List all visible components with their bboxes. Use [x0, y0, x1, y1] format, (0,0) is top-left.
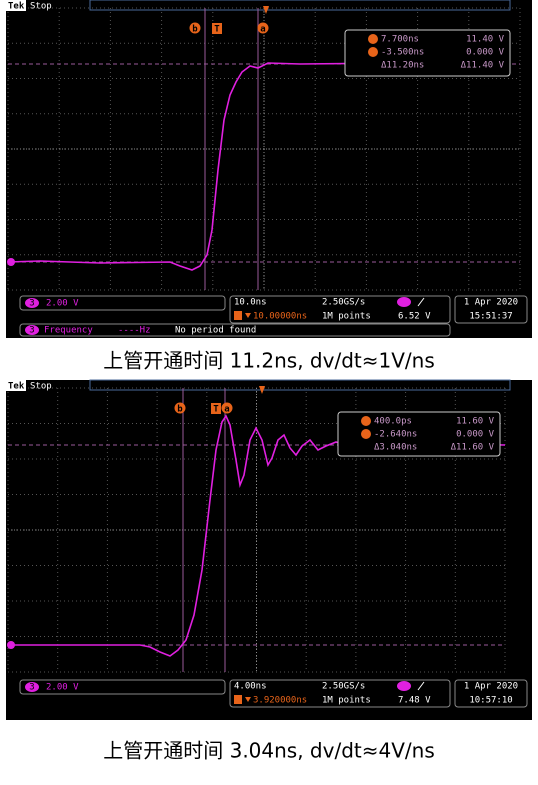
- ref-marker: [7, 258, 15, 266]
- delay-arrow: [245, 697, 251, 702]
- time: 15:51:37: [469, 312, 512, 322]
- marker-label: T: [214, 25, 220, 35]
- brand: Tek: [8, 382, 25, 392]
- readout-volt: 0.000 V: [456, 430, 495, 440]
- marker-badge: [221, 402, 233, 414]
- channel: 3: [29, 683, 34, 693]
- trigger-arrow: [259, 386, 265, 394]
- measurement-box: [19, 323, 451, 337]
- delay: 10.00000ns: [253, 312, 307, 322]
- measurement-status: No period found: [175, 326, 256, 336]
- cursor-badge: [368, 47, 378, 57]
- marker-label: T: [213, 405, 219, 415]
- delay-arrow: [245, 313, 251, 318]
- readout-volt: 0.000 V: [466, 48, 505, 58]
- readout-volt: 11.60 V: [456, 417, 495, 427]
- timebase: 10.0ns: [234, 298, 267, 308]
- readout-time: -3.500ns: [381, 48, 424, 58]
- marker-label: a: [260, 25, 265, 35]
- readout-volt: Δ11.60 V: [451, 443, 495, 453]
- measurement-channel: 3: [29, 326, 34, 336]
- waveform: [8, 414, 506, 657]
- brand: Tek: [8, 2, 25, 12]
- caption: 上管开通时间 3.04ns, dv/dt≈4V/ns: [103, 739, 435, 763]
- record: 1M points: [322, 312, 371, 322]
- scale: 2.00 V: [46, 683, 79, 693]
- status: Stop: [30, 2, 52, 12]
- scale: 2.00 V: [46, 299, 79, 309]
- readout-volt: 11.40 V: [466, 35, 505, 45]
- timebase-box: [229, 295, 451, 324]
- marker-badge: [189, 22, 201, 34]
- measurement-value: ----Hz: [118, 326, 151, 336]
- trigger-badge: [397, 681, 411, 691]
- channel: 3: [29, 299, 34, 309]
- marker-badge: [174, 402, 186, 414]
- sample-rate: 2.50GS/s: [322, 682, 365, 692]
- channel-badge: [25, 682, 39, 692]
- channel-box: [19, 295, 226, 311]
- date: 1 Apr 2020: [464, 298, 518, 308]
- brand-box: [6, 0, 26, 11]
- readout-time: Δ11.20ns: [381, 61, 424, 71]
- caption: 上管开通时间 11.2ns, dv/dt≈1V/ns: [103, 349, 435, 373]
- trigger-arrow: [263, 6, 269, 14]
- trigger-level: 7.48 V: [398, 696, 431, 706]
- sample-rate: 2.50GS/s: [322, 298, 365, 308]
- readout-time: Δ3.040ns: [374, 443, 417, 453]
- time: 10:57:10: [469, 696, 512, 706]
- timebase-box: [229, 679, 451, 708]
- trigger-slope: [417, 681, 425, 691]
- status: Stop: [30, 382, 52, 392]
- marker-badge: [257, 22, 269, 34]
- cursor-badge: [368, 34, 378, 44]
- channel-box: [19, 679, 226, 695]
- measurement-name: Frequency: [44, 326, 93, 336]
- readout-volt: Δ11.40 V: [461, 61, 505, 71]
- brand-box: [6, 380, 26, 391]
- marker-label: a: [224, 405, 229, 415]
- cursor-badge: [361, 429, 371, 439]
- cursor-badge: [361, 416, 371, 426]
- delay-badge: [234, 311, 242, 320]
- measurement-badge: [25, 325, 39, 335]
- ref-marker: [7, 641, 15, 649]
- delay: 3.920000ns: [253, 696, 307, 706]
- date-box: [454, 295, 528, 324]
- date: 1 Apr 2020: [464, 682, 518, 692]
- trigger-level: 6.52 V: [398, 312, 431, 322]
- readout-time: -2.640ns: [374, 430, 417, 440]
- readout-time: 400.0ps: [374, 417, 412, 427]
- readout-time: 7.700ns: [381, 35, 419, 45]
- marker-badge: [211, 403, 221, 414]
- trigger-badge: [397, 297, 411, 307]
- record: 1M points: [322, 696, 371, 706]
- delay-badge: [234, 695, 242, 704]
- top-bar: [89, 0, 511, 11]
- marker-badge: [212, 23, 222, 34]
- marker-label: b: [177, 405, 183, 415]
- trigger-slope: [417, 297, 425, 307]
- top-bar: [89, 379, 511, 391]
- readout-box: [344, 29, 511, 77]
- waveform: [7, 62, 511, 271]
- marker-label: b: [192, 25, 198, 35]
- date-box: [454, 679, 528, 708]
- channel-badge: [25, 298, 39, 308]
- timebase: 4.00ns: [234, 682, 267, 692]
- readout-box: [337, 411, 501, 457]
